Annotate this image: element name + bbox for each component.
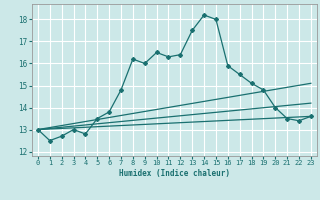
X-axis label: Humidex (Indice chaleur): Humidex (Indice chaleur) <box>119 169 230 178</box>
